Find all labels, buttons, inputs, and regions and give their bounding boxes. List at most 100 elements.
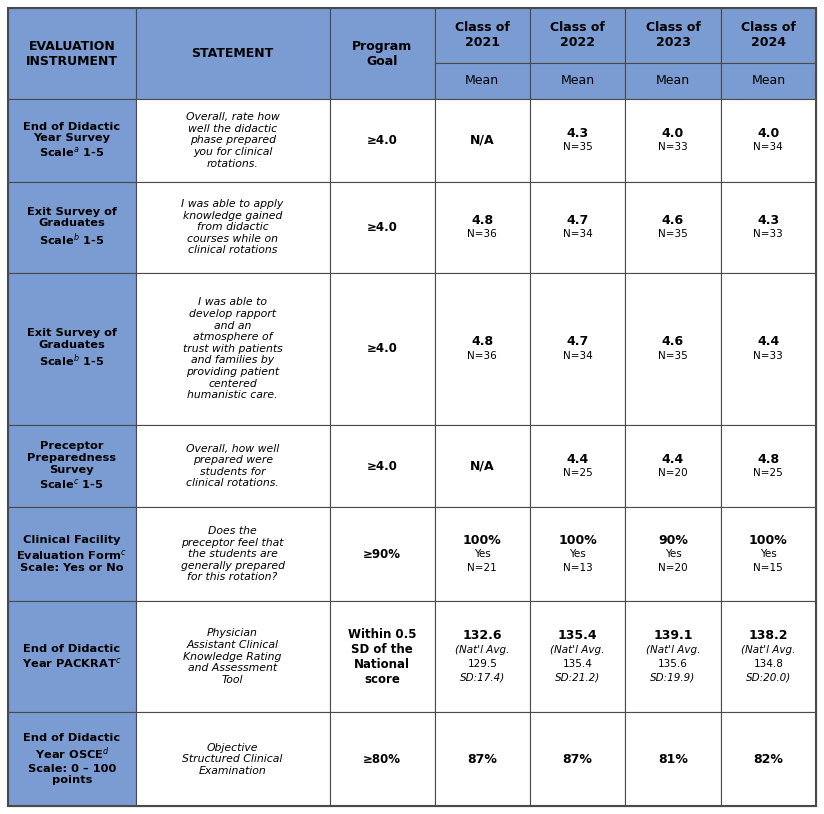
Text: N=13: N=13: [563, 563, 592, 573]
Text: N=36: N=36: [467, 351, 497, 361]
Text: Program
Goal: Program Goal: [352, 40, 412, 68]
Text: N=21: N=21: [467, 563, 497, 573]
Text: SD:21.2): SD:21.2): [555, 672, 600, 683]
Text: Class of
2024: Class of 2024: [741, 21, 796, 50]
Bar: [330, 712, 434, 806]
Bar: [625, 601, 721, 712]
Text: 4.4: 4.4: [757, 335, 780, 348]
Bar: [721, 8, 816, 63]
Text: 100%: 100%: [749, 534, 788, 547]
Text: Exit Survey of
Graduates
Scale$^{b}$ 1-5: Exit Survey of Graduates Scale$^{b}$ 1-5: [27, 328, 117, 370]
Text: N=15: N=15: [753, 563, 783, 573]
Text: ≥4.0: ≥4.0: [367, 460, 397, 473]
Text: 4.6: 4.6: [662, 214, 684, 227]
Text: N/A: N/A: [470, 134, 494, 147]
Bar: [530, 712, 625, 806]
Text: N=25: N=25: [753, 468, 783, 478]
Bar: [434, 507, 530, 601]
Bar: [625, 8, 721, 63]
Text: ≥4.0: ≥4.0: [367, 221, 397, 234]
Text: SD:19.9): SD:19.9): [650, 672, 695, 683]
Text: Class of
2023: Class of 2023: [645, 21, 700, 50]
Text: 4.7: 4.7: [567, 214, 589, 227]
Bar: [136, 273, 330, 425]
Text: N=33: N=33: [753, 230, 783, 239]
Text: Class of
2022: Class of 2022: [550, 21, 605, 50]
Text: STATEMENT: STATEMENT: [191, 47, 274, 60]
Text: Objective
Structured Clinical
Examination: Objective Structured Clinical Examinatio…: [182, 742, 283, 776]
Text: SD:20.0): SD:20.0): [746, 672, 791, 683]
Text: End of Didactic
Year Survey
Scale$^{a}$ 1-5: End of Didactic Year Survey Scale$^{a}$ …: [23, 121, 120, 160]
Bar: [721, 273, 816, 425]
Bar: [530, 273, 625, 425]
Bar: [721, 63, 816, 99]
Text: 4.8: 4.8: [757, 453, 780, 466]
Text: Clinical Facility
Evaluation Form$^{c}$
Scale: Yes or No: Clinical Facility Evaluation Form$^{c}$ …: [16, 536, 128, 573]
Text: 87%: 87%: [467, 753, 497, 766]
Text: 4.0: 4.0: [757, 127, 780, 140]
Text: 4.0: 4.0: [662, 127, 684, 140]
Bar: [721, 99, 816, 182]
Text: 4.6: 4.6: [662, 335, 684, 348]
Text: Within 0.5
SD of the
National
score: Within 0.5 SD of the National score: [348, 628, 416, 685]
Bar: [530, 63, 625, 99]
Text: 81%: 81%: [658, 753, 688, 766]
Text: Does the
preceptor feel that
the students are
generally prepared
for this rotati: Does the preceptor feel that the student…: [180, 526, 284, 582]
Bar: [8, 182, 136, 273]
Text: N=33: N=33: [658, 142, 688, 152]
Text: Physician
Assistant Clinical
Knowledge Rating
and Assessment
Tool: Physician Assistant Clinical Knowledge R…: [184, 628, 282, 685]
Bar: [530, 425, 625, 507]
Text: Yes: Yes: [665, 549, 681, 559]
Text: 4.8: 4.8: [471, 335, 494, 348]
Text: 4.3: 4.3: [757, 214, 780, 227]
Text: N=20: N=20: [658, 468, 688, 478]
Bar: [625, 99, 721, 182]
Bar: [330, 8, 434, 99]
Bar: [721, 601, 816, 712]
Text: Yes: Yes: [569, 549, 586, 559]
Text: 139.1: 139.1: [653, 629, 693, 642]
Text: Mean: Mean: [560, 74, 595, 87]
Text: N=35: N=35: [658, 230, 688, 239]
Text: N=25: N=25: [563, 468, 592, 478]
Text: Yes: Yes: [474, 549, 490, 559]
Bar: [530, 601, 625, 712]
Bar: [721, 507, 816, 601]
Text: 129.5: 129.5: [467, 659, 497, 668]
Bar: [8, 273, 136, 425]
Text: I was able to
develop rapport
and an
atmosphere of
trust with patients
and famil: I was able to develop rapport and an atm…: [183, 297, 283, 400]
Text: (Nat'l Avg.: (Nat'l Avg.: [550, 645, 605, 654]
Text: EVALUATION
INSTRUMENT: EVALUATION INSTRUMENT: [26, 40, 118, 68]
Text: 100%: 100%: [559, 534, 597, 547]
Text: Overall, how well
prepared were
students for
clinical rotations.: Overall, how well prepared were students…: [186, 444, 279, 488]
Text: Mean: Mean: [656, 74, 690, 87]
Text: N=34: N=34: [563, 230, 592, 239]
Text: N=34: N=34: [563, 351, 592, 361]
Bar: [530, 507, 625, 601]
Text: Class of
2021: Class of 2021: [455, 21, 510, 50]
Bar: [434, 63, 530, 99]
Text: N=35: N=35: [563, 142, 592, 152]
Bar: [625, 273, 721, 425]
Text: (Nat'l Avg.: (Nat'l Avg.: [455, 645, 509, 654]
Text: 138.2: 138.2: [748, 629, 788, 642]
Text: ≥80%: ≥80%: [363, 753, 401, 766]
Bar: [434, 601, 530, 712]
Bar: [530, 99, 625, 182]
Bar: [625, 63, 721, 99]
Bar: [8, 99, 136, 182]
Text: End of Didactic
Year PACKRAT$^{c}$: End of Didactic Year PACKRAT$^{c}$: [22, 644, 121, 670]
Bar: [434, 273, 530, 425]
Text: 82%: 82%: [753, 753, 784, 766]
Bar: [721, 712, 816, 806]
Text: 135.4: 135.4: [558, 629, 597, 642]
Text: 132.6: 132.6: [462, 629, 502, 642]
Bar: [434, 99, 530, 182]
Bar: [136, 425, 330, 507]
Text: 4.7: 4.7: [567, 335, 589, 348]
Text: ≥4.0: ≥4.0: [367, 343, 397, 356]
Bar: [330, 273, 434, 425]
Text: Yes: Yes: [760, 549, 777, 559]
Bar: [8, 425, 136, 507]
Bar: [330, 99, 434, 182]
